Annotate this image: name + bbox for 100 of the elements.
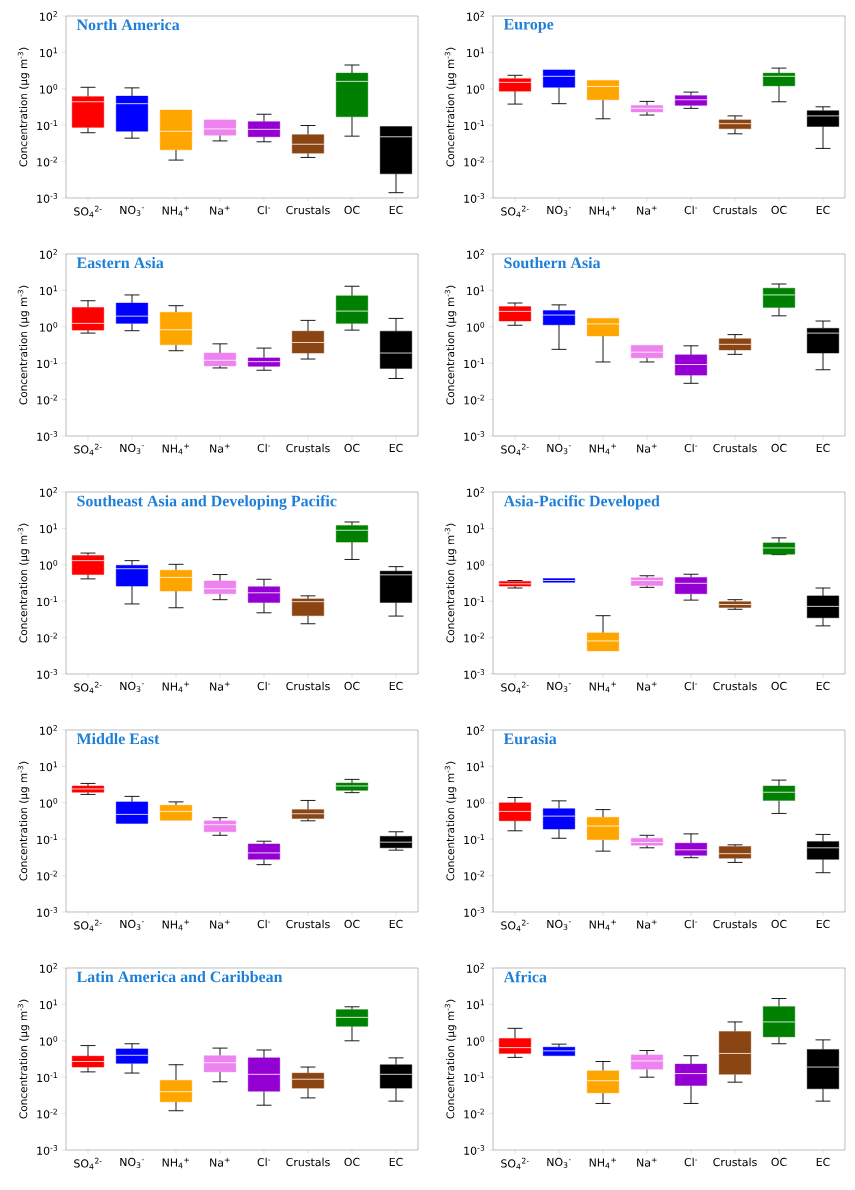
y-tick-label: 10$^{-1}$ bbox=[37, 1072, 58, 1083]
x-tick-label: Cl$^{-}$ bbox=[684, 681, 698, 691]
y-tick-label: 10$^{-1}$ bbox=[464, 834, 485, 845]
y-tick-label: 10$^{2}$ bbox=[40, 725, 57, 735]
chart-title: Eurasia bbox=[503, 733, 557, 745]
y-tick-label: 10$^{1}$ bbox=[40, 761, 58, 772]
y-tick-label: 10$^{-3}$ bbox=[37, 193, 58, 203]
y-axis-title: Concentration (μg m$^{-3}$) bbox=[17, 285, 30, 405]
y-tick-label: 10$^{-3}$ bbox=[464, 1145, 485, 1155]
y-tick-label: 10$^{-1}$ bbox=[37, 358, 58, 369]
y-tick-label: 10$^{2}$ bbox=[467, 11, 484, 21]
y-tick-label: 10$^{-3}$ bbox=[464, 907, 485, 917]
x-tick-label: Na$^{+}$ bbox=[210, 443, 230, 453]
y-tick-label: 10$^{2}$ bbox=[467, 963, 484, 973]
y-axis-title: Concentration (μg m$^{-3}$) bbox=[444, 999, 457, 1119]
x-tick-label: EC bbox=[389, 681, 403, 691]
x-tick-label: Crustals bbox=[713, 1157, 757, 1167]
x-tick-label: Na$^{+}$ bbox=[637, 681, 657, 691]
x-tick-label: Crustals bbox=[286, 919, 330, 929]
chart-title: North America bbox=[76, 18, 180, 31]
x-tick-label: EC bbox=[389, 919, 403, 929]
y-tick-label: 10$^{-1}$ bbox=[37, 834, 58, 845]
y-axis-title: Concentration (μg m$^{-3}$) bbox=[17, 761, 30, 881]
y-axis-title: Concentration (μg m$^{-3}$) bbox=[444, 761, 457, 881]
x-tick-label: EC bbox=[816, 919, 830, 929]
x-tick-label: Cl$^{-}$ bbox=[684, 443, 698, 453]
x-tick-label: EC bbox=[816, 205, 830, 215]
x-tick-label: Crustals bbox=[286, 681, 330, 691]
y-tick-label: 10$^{-3}$ bbox=[464, 669, 485, 679]
x-tick-label: OC bbox=[344, 919, 360, 929]
y-tick-label: 10$^{0}$ bbox=[40, 83, 58, 94]
chart-title: Latin America and Caribbean bbox=[76, 971, 283, 983]
y-tick-label: 10$^{-2}$ bbox=[464, 870, 484, 881]
x-tick-label: Na$^{+}$ bbox=[210, 1157, 230, 1167]
x-tick-label: Cl$^{-}$ bbox=[684, 1157, 698, 1167]
x-tick-label: Cl$^{-}$ bbox=[684, 205, 698, 215]
chart-title: Middle East bbox=[76, 733, 160, 745]
x-tick-label: EC bbox=[389, 443, 403, 453]
y-tick-label: 10$^{1}$ bbox=[467, 761, 485, 772]
x-tick-label: OC bbox=[771, 443, 787, 453]
y-tick-label: 10$^{0}$ bbox=[40, 797, 58, 808]
x-tick-label: Na$^{+}$ bbox=[637, 205, 657, 215]
y-tick-label: 10$^{-3}$ bbox=[37, 907, 58, 917]
y-tick-label: 10$^{0}$ bbox=[467, 1035, 485, 1046]
y-tick-label: 10$^{2}$ bbox=[40, 487, 57, 497]
y-tick-label: 10$^{1}$ bbox=[467, 285, 485, 296]
y-axis-title: Concentration (μg m$^{-3}$) bbox=[444, 523, 457, 643]
chart-title: Asia-Pacific Developed bbox=[503, 495, 660, 510]
y-tick-label: 10$^{-2}$ bbox=[37, 632, 57, 643]
x-tick-label: Cl$^{-}$ bbox=[257, 919, 271, 929]
y-tick-label: 10$^{0}$ bbox=[467, 559, 485, 570]
x-tick-label: Crustals bbox=[713, 681, 757, 691]
y-tick-label: 10$^{0}$ bbox=[467, 83, 485, 94]
x-tick-label: Na$^{+}$ bbox=[637, 443, 657, 453]
y-tick-label: 10$^{0}$ bbox=[467, 797, 485, 808]
chart-title: Europe bbox=[503, 18, 554, 33]
y-tick-label: 10$^{-2}$ bbox=[464, 632, 484, 643]
y-tick-label: 10$^{-1}$ bbox=[464, 1072, 485, 1083]
y-tick-label: 10$^{0}$ bbox=[467, 321, 485, 332]
y-tick-label: 10$^{-1}$ bbox=[464, 596, 485, 607]
y-tick-label: 10$^{-2}$ bbox=[464, 1108, 484, 1119]
y-tick-label: 10$^{-1}$ bbox=[37, 596, 58, 607]
x-tick-label: OC bbox=[344, 1157, 360, 1167]
x-tick-label: Na$^{+}$ bbox=[637, 1157, 657, 1167]
y-tick-label: 10$^{-1}$ bbox=[37, 120, 58, 131]
y-tick-label: 10$^{-3}$ bbox=[37, 431, 58, 441]
y-tick-label: 10$^{-1}$ bbox=[464, 120, 485, 131]
y-tick-label: 10$^{0}$ bbox=[40, 1035, 58, 1046]
y-tick-label: 10$^{2}$ bbox=[40, 963, 57, 973]
y-tick-label: 10$^{0}$ bbox=[40, 321, 58, 332]
y-tick-label: 10$^{-2}$ bbox=[37, 394, 57, 405]
x-tick-label: Cl$^{-}$ bbox=[257, 205, 271, 215]
chart-title: Southeast Asia and Developing Pacific bbox=[77, 495, 337, 510]
y-axis-title: Concentration (μg m$^{-3}$) bbox=[444, 285, 457, 405]
y-tick-label: 10$^{-2}$ bbox=[464, 156, 484, 167]
y-tick-label: 10$^{1}$ bbox=[40, 47, 58, 58]
y-tick-label: 10$^{-1}$ bbox=[464, 358, 485, 369]
y-tick-label: 10$^{2}$ bbox=[467, 487, 484, 497]
x-tick-label: EC bbox=[389, 205, 403, 215]
chart-title: Eastern Asia bbox=[76, 256, 164, 269]
y-tick-label: 10$^{-2}$ bbox=[37, 870, 57, 881]
y-tick-label: 10$^{-3}$ bbox=[464, 193, 485, 203]
y-tick-label: 10$^{1}$ bbox=[40, 285, 58, 296]
x-tick-label: EC bbox=[389, 1157, 403, 1167]
x-tick-label: Na$^{+}$ bbox=[210, 205, 230, 215]
x-tick-label: OC bbox=[344, 443, 360, 453]
x-tick-label: EC bbox=[816, 1157, 830, 1167]
y-tick-label: 10$^{2}$ bbox=[40, 249, 57, 259]
y-tick-label: 10$^{1}$ bbox=[40, 999, 58, 1010]
y-tick-label: 10$^{1}$ bbox=[40, 523, 58, 534]
x-tick-label: OC bbox=[344, 681, 360, 691]
x-tick-label: EC bbox=[816, 681, 830, 691]
chart-title: Africa bbox=[503, 971, 547, 983]
x-tick-label: Cl$^{-}$ bbox=[257, 681, 271, 691]
x-tick-label: OC bbox=[771, 681, 787, 691]
y-axis-title: Concentration (μg m$^{-3}$) bbox=[17, 999, 30, 1119]
y-tick-label: 10$^{-3}$ bbox=[37, 669, 58, 679]
x-tick-label: Crustals bbox=[713, 443, 757, 453]
chart-title: Southern Asia bbox=[504, 256, 601, 269]
x-tick-label: Crustals bbox=[713, 919, 757, 929]
